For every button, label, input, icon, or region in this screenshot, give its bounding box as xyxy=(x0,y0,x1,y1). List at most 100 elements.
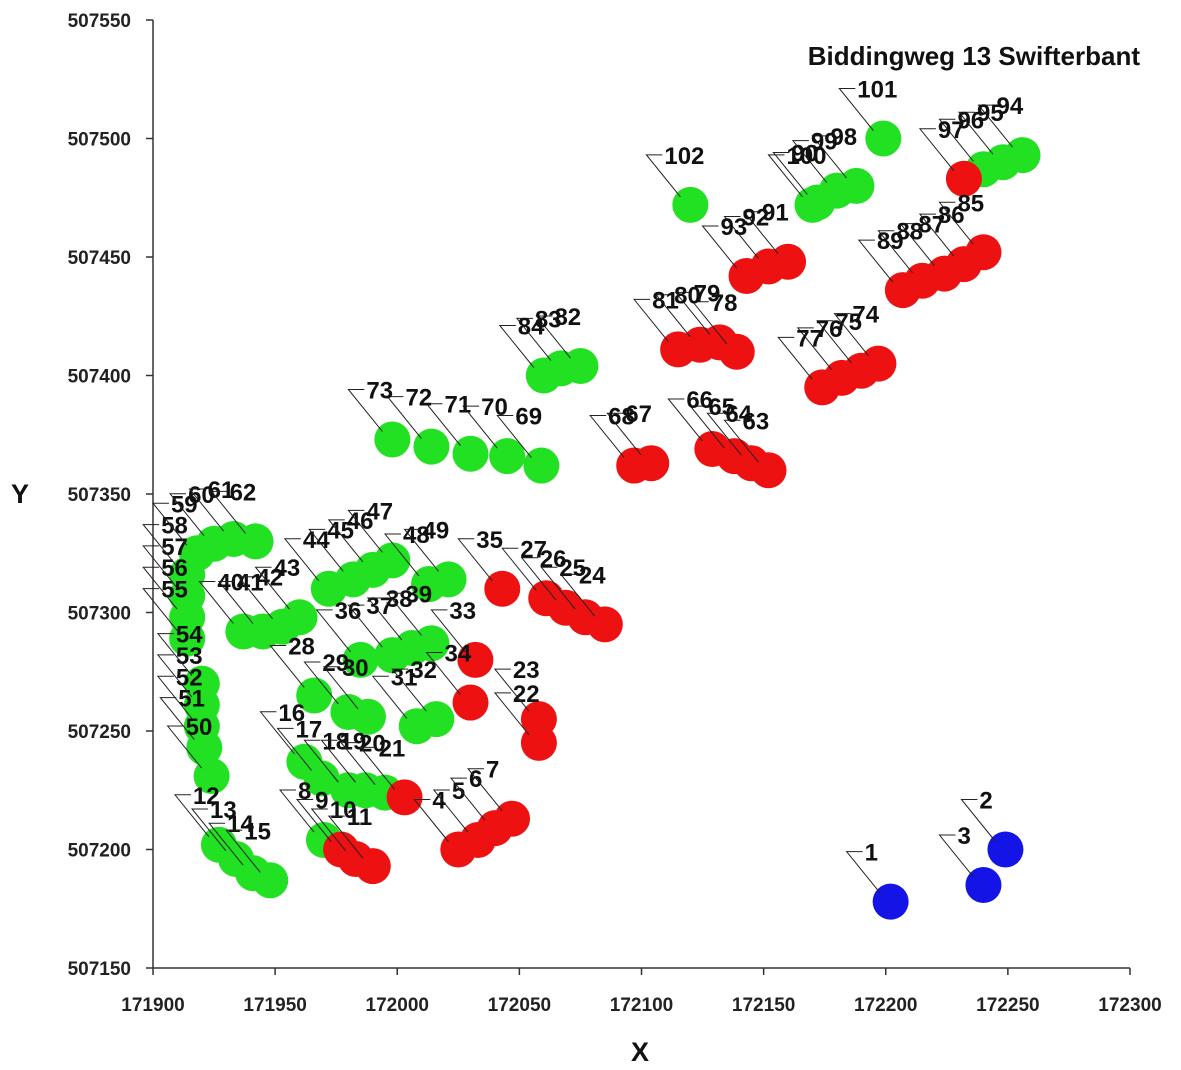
leader-line-93 xyxy=(701,225,737,269)
leader-line-84 xyxy=(498,325,535,368)
leader-line-33 xyxy=(430,609,466,653)
x-tick-label: 172050 xyxy=(488,995,551,1016)
point-30 xyxy=(349,698,386,735)
point-label-45: 45 xyxy=(327,517,354,544)
point-label-51: 51 xyxy=(178,686,205,713)
leader-line-48 xyxy=(383,533,420,577)
leader-line-40 xyxy=(198,580,234,624)
point-17 xyxy=(303,760,340,797)
y-tick-label: 507500 xyxy=(68,130,131,151)
x-tick-label: 172300 xyxy=(1098,995,1161,1016)
leader-line-30 xyxy=(322,666,359,710)
leader-line-63 xyxy=(723,419,759,463)
leader-line-36 xyxy=(315,609,352,653)
leader-line-79 xyxy=(674,291,711,335)
leader-line-98 xyxy=(811,135,847,179)
point-label-33: 33 xyxy=(449,598,476,625)
y-tick-label: 507150 xyxy=(68,959,131,980)
leader-line-6 xyxy=(449,777,486,821)
leader-line-47 xyxy=(347,509,383,553)
point-label-35: 35 xyxy=(476,527,503,554)
point-label-80: 80 xyxy=(674,283,701,310)
point-label-73: 73 xyxy=(366,377,393,404)
leader-line-39 xyxy=(386,592,422,636)
point-label-34: 34 xyxy=(445,641,472,668)
leader-line-19 xyxy=(320,739,356,783)
point-label-21: 21 xyxy=(379,735,406,762)
point-label-72: 72 xyxy=(405,385,432,412)
point-1 xyxy=(872,883,909,920)
x-axis-title: X xyxy=(631,1037,649,1067)
point-50 xyxy=(193,758,230,795)
leader-line-95 xyxy=(957,111,994,155)
leader-line-9 xyxy=(296,799,332,842)
leader-line-12 xyxy=(173,794,210,838)
point-label-86: 86 xyxy=(938,202,965,229)
point-label-22: 22 xyxy=(513,681,540,708)
point-68 xyxy=(616,447,653,484)
point-label-102: 102 xyxy=(664,143,704,170)
point-81 xyxy=(660,331,697,368)
point-label-28: 28 xyxy=(288,633,315,660)
point-label-67: 67 xyxy=(625,401,652,428)
x-tick-label: 172250 xyxy=(976,995,1039,1016)
leader-line-67 xyxy=(606,412,642,456)
x-tick-label: 171950 xyxy=(243,995,306,1016)
leader-line-65 xyxy=(689,405,725,449)
leader-line-8 xyxy=(278,789,315,833)
point-3 xyxy=(965,867,1002,904)
leader-line-96 xyxy=(938,118,974,162)
leader-line-32 xyxy=(391,668,427,712)
point-label-100: 100 xyxy=(786,143,826,170)
leader-line-78 xyxy=(691,301,728,345)
leader-line-18 xyxy=(303,739,339,783)
point-label-85: 85 xyxy=(957,190,984,217)
point-label-58: 58 xyxy=(161,513,188,540)
leader-line-21 xyxy=(359,746,395,790)
point-label-14: 14 xyxy=(227,811,254,838)
point-label-62: 62 xyxy=(230,479,257,506)
y-tick-label: 507350 xyxy=(68,485,131,506)
point-label-77: 77 xyxy=(796,325,823,352)
point-32 xyxy=(418,701,455,738)
point-36 xyxy=(342,641,379,678)
point-label-18: 18 xyxy=(322,728,349,755)
point-21 xyxy=(386,779,423,816)
leader-line-22 xyxy=(493,692,530,736)
point-label-52: 52 xyxy=(176,664,203,691)
x-tick-label: 171900 xyxy=(121,995,184,1016)
point-2 xyxy=(987,831,1024,868)
leader-line-4 xyxy=(413,799,449,842)
point-49 xyxy=(430,561,467,598)
point-62 xyxy=(237,523,274,560)
point-label-39: 39 xyxy=(405,581,432,608)
point-label-19: 19 xyxy=(339,728,366,755)
point-label-98: 98 xyxy=(830,124,857,151)
point-label-23: 23 xyxy=(513,657,540,684)
point-label-26: 26 xyxy=(540,546,567,573)
point-label-47: 47 xyxy=(366,498,393,525)
point-label-55: 55 xyxy=(161,577,188,604)
leader-line-62 xyxy=(210,490,246,534)
leader-line-92 xyxy=(723,215,759,259)
leader-line-16 xyxy=(259,711,295,755)
point-label-91: 91 xyxy=(762,200,789,227)
point-label-88: 88 xyxy=(896,219,923,246)
point-101 xyxy=(865,120,902,157)
leader-line-51 xyxy=(159,697,195,740)
leader-line-82 xyxy=(535,315,571,359)
leader-line-94 xyxy=(977,104,1013,148)
y-tick-label: 507550 xyxy=(68,11,131,32)
point-label-27: 27 xyxy=(520,536,547,563)
leader-line-14 xyxy=(208,822,244,866)
leader-line-88 xyxy=(877,230,913,274)
leader-line-87 xyxy=(899,223,935,266)
point-label-11: 11 xyxy=(347,804,372,831)
leader-line-2 xyxy=(960,799,996,842)
leader-line-89 xyxy=(857,239,894,283)
leader-line-25 xyxy=(540,566,576,610)
point-15 xyxy=(252,862,289,899)
point-label-101: 101 xyxy=(857,77,897,104)
leader-line-34 xyxy=(425,652,461,695)
